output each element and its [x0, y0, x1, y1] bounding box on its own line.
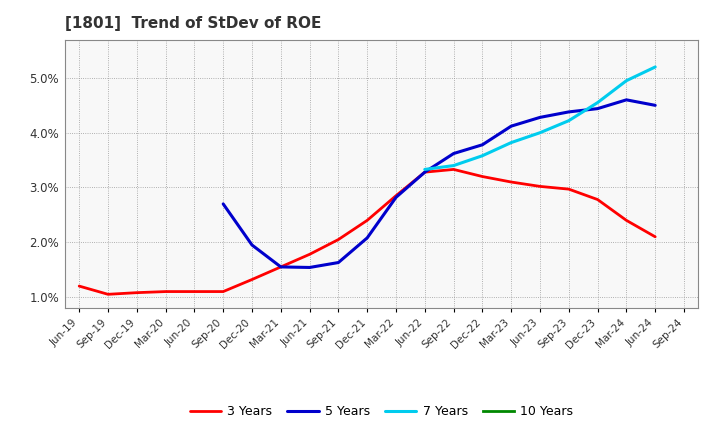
Text: [1801]  Trend of StDev of ROE: [1801] Trend of StDev of ROE [65, 16, 321, 32]
5 Years [478, 142, 487, 147]
Line: 3 Years: 3 Years [79, 169, 655, 294]
3 Years [622, 218, 631, 223]
7 Years [593, 100, 602, 105]
5 Years [334, 260, 343, 265]
7 Years [449, 163, 458, 168]
3 Years [651, 234, 660, 239]
3 Years [449, 167, 458, 172]
3 Years [507, 180, 516, 185]
7 Years [651, 64, 660, 70]
Legend: 3 Years, 5 Years, 7 Years, 10 Years: 3 Years, 5 Years, 7 Years, 10 Years [185, 400, 578, 423]
5 Years [305, 265, 314, 270]
3 Years [248, 277, 256, 282]
Line: 5 Years: 5 Years [223, 100, 655, 268]
3 Years [104, 292, 112, 297]
3 Years [420, 169, 429, 175]
Line: 7 Years: 7 Years [425, 67, 655, 169]
3 Years [478, 174, 487, 179]
7 Years [478, 153, 487, 158]
7 Years [536, 130, 544, 136]
7 Years [420, 167, 429, 172]
5 Years [651, 103, 660, 108]
3 Years [305, 252, 314, 257]
3 Years [392, 193, 400, 198]
3 Years [161, 289, 170, 294]
5 Years [449, 151, 458, 156]
5 Years [392, 195, 400, 200]
7 Years [507, 140, 516, 145]
3 Years [564, 187, 573, 192]
3 Years [190, 289, 199, 294]
5 Years [420, 169, 429, 175]
3 Years [276, 264, 285, 270]
5 Years [564, 109, 573, 114]
5 Years [593, 106, 602, 111]
5 Years [622, 97, 631, 103]
7 Years [564, 118, 573, 123]
5 Years [248, 242, 256, 248]
3 Years [334, 237, 343, 242]
3 Years [593, 197, 602, 202]
3 Years [536, 184, 544, 189]
3 Years [75, 283, 84, 289]
5 Years [536, 115, 544, 120]
3 Years [219, 289, 228, 294]
3 Years [363, 218, 372, 223]
7 Years [622, 78, 631, 83]
5 Years [507, 124, 516, 129]
5 Years [219, 201, 228, 206]
5 Years [276, 264, 285, 270]
3 Years [132, 290, 141, 295]
5 Years [363, 235, 372, 241]
